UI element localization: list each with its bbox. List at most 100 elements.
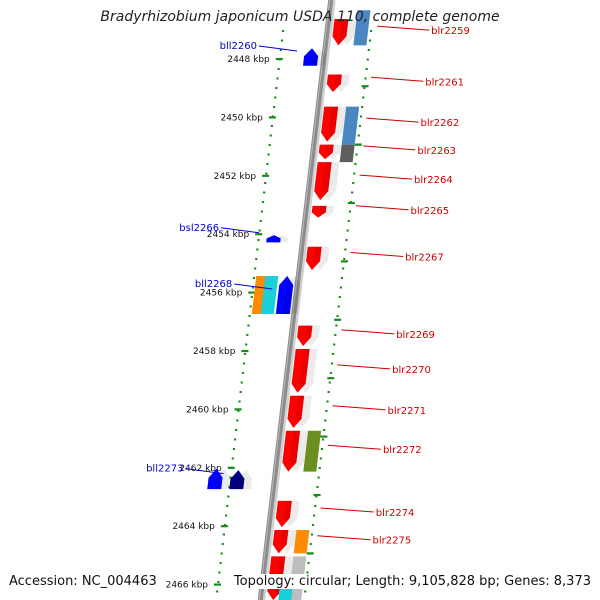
forward-genes: blr2259 blr2261 blr2262 blr2263 blr2264 blr22…	[317, 25, 470, 547]
forward-gene	[297, 325, 321, 347]
forward-gene-label: blr2275	[373, 536, 412, 547]
forward-gene-body	[272, 530, 289, 554]
forward-gene-shade	[290, 430, 308, 472]
genome-title: Bradyrhizobium japonicum USDA 110, compl…	[100, 9, 500, 25]
genome-backbone	[257, 0, 334, 600]
forward-gene-leader	[356, 205, 409, 211]
reverse-gene-label: bll2268	[195, 279, 232, 290]
reverse-gene-leader	[258, 45, 298, 52]
reverse-gene-body	[266, 235, 281, 243]
forward-gene-label: blr2274	[376, 508, 415, 519]
forward-gene-shade	[283, 500, 300, 528]
forward-gene-label: blr2265	[410, 206, 449, 217]
forward-gene-leader	[366, 117, 419, 123]
reverse-gene-body	[207, 468, 223, 490]
forward-gene-label: blr2261	[425, 77, 464, 88]
forward-gene-leader	[327, 444, 381, 450]
reverse-gene-leader	[234, 283, 273, 290]
forward-gene-shade	[304, 325, 321, 347]
scale-tick-label: 2458 kbp	[193, 347, 236, 357]
forward-gene-label: blr2259	[431, 26, 470, 37]
forward-gene-leader	[363, 145, 416, 151]
forward-gene-label: blr2270	[392, 365, 431, 376]
forward-gene-shade	[328, 106, 346, 142]
annotation-block	[339, 144, 355, 163]
reverse-gene-shade	[236, 470, 253, 490]
forward-gene-shade	[313, 246, 330, 271]
annotation-block	[260, 276, 279, 314]
forward-gene-body	[314, 162, 332, 201]
scale-tick-label: 2464 kbp	[172, 522, 215, 532]
forward-gene-label: blr2262	[421, 118, 460, 129]
reverse-gene-leader	[221, 227, 260, 234]
reverse-gene	[266, 235, 289, 243]
scale-tick-label: 2450 kbp	[220, 113, 263, 123]
forward-gene-shade	[295, 395, 312, 428]
annotation-block	[353, 10, 371, 46]
annotation-block	[293, 530, 310, 554]
forward-gene-leader	[320, 507, 374, 513]
forward-gene-label: blr2269	[396, 330, 435, 341]
forward-gene	[321, 106, 346, 142]
forward-gene-body	[326, 74, 342, 93]
forward-gene-leader	[332, 405, 386, 411]
reverse-gene	[207, 468, 231, 490]
reverse-gene-body	[302, 48, 319, 66]
forward-gene-body	[332, 19, 349, 46]
forward-gene-leader	[337, 364, 391, 370]
forward-gene-leader	[317, 535, 371, 541]
forward-gene	[332, 19, 357, 46]
forward-gene-body	[275, 500, 292, 528]
scale-tick-label: 2452 kbp	[214, 172, 257, 182]
reverse-gene	[229, 470, 253, 490]
scale-tick-label: 2466 kbp	[166, 581, 209, 591]
scale-tick-label: 2460 kbp	[186, 405, 229, 415]
forward-gene	[326, 74, 350, 93]
forward-gene-body	[287, 395, 305, 428]
forward-gene-leader	[359, 174, 413, 180]
forward-gene	[282, 430, 308, 472]
forward-gene-body	[297, 325, 313, 347]
reverse-gene-shade	[273, 235, 289, 243]
reverse-gene-label: bsl2266	[179, 223, 219, 234]
forward-gene-shade	[340, 19, 357, 46]
forward-gene-shade	[321, 162, 340, 201]
reverse-gene-shade	[310, 48, 326, 66]
forward-gene-body	[291, 349, 310, 393]
forward-gene-shade	[334, 74, 350, 93]
forward-gene	[318, 144, 342, 160]
forward-gene-shade	[319, 205, 335, 218]
forward-gene-shade	[326, 144, 342, 160]
forward-gene-body	[321, 106, 339, 142]
forward-gene	[306, 246, 330, 271]
forward-gene-shade	[280, 530, 297, 554]
forward-gene-label: blr2267	[405, 252, 444, 263]
reverse-gene-shade	[214, 468, 231, 490]
forward-gene	[272, 530, 297, 554]
forward-track-dots	[303, 29, 373, 593]
scale-tick-label: 2462 kbp	[179, 464, 222, 474]
forward-gene-shade	[299, 349, 318, 393]
forward-gene	[314, 162, 340, 201]
reverse-gene-shade	[283, 276, 301, 314]
forward-gene-leader	[371, 76, 424, 82]
genome-backbone-highlight	[258, 0, 331, 600]
reverse-gene-body	[229, 470, 245, 490]
reverse-gene-label: bll2273	[146, 464, 183, 475]
forward-gene-label: blr2263	[417, 146, 456, 157]
annotation-block	[303, 430, 322, 472]
forward-gene-leader	[341, 329, 395, 335]
annotation-blocks	[251, 10, 371, 600]
forward-gene-leader	[377, 25, 430, 31]
forward-gene-label: blr2271	[387, 406, 426, 417]
forward-gene	[291, 349, 318, 393]
forward-gene-body	[306, 246, 322, 271]
forward-gene	[287, 395, 312, 428]
scale-ticks: 2448 kbp 2450 kbp 2452 kbp 2454 kbp 2456 kbp…	[166, 55, 369, 591]
reverse-gene	[275, 276, 301, 314]
forward-gene	[311, 205, 335, 218]
reverse-gene-label: bll2260	[220, 41, 257, 52]
scale-tick-label: 2448 kbp	[227, 55, 270, 65]
